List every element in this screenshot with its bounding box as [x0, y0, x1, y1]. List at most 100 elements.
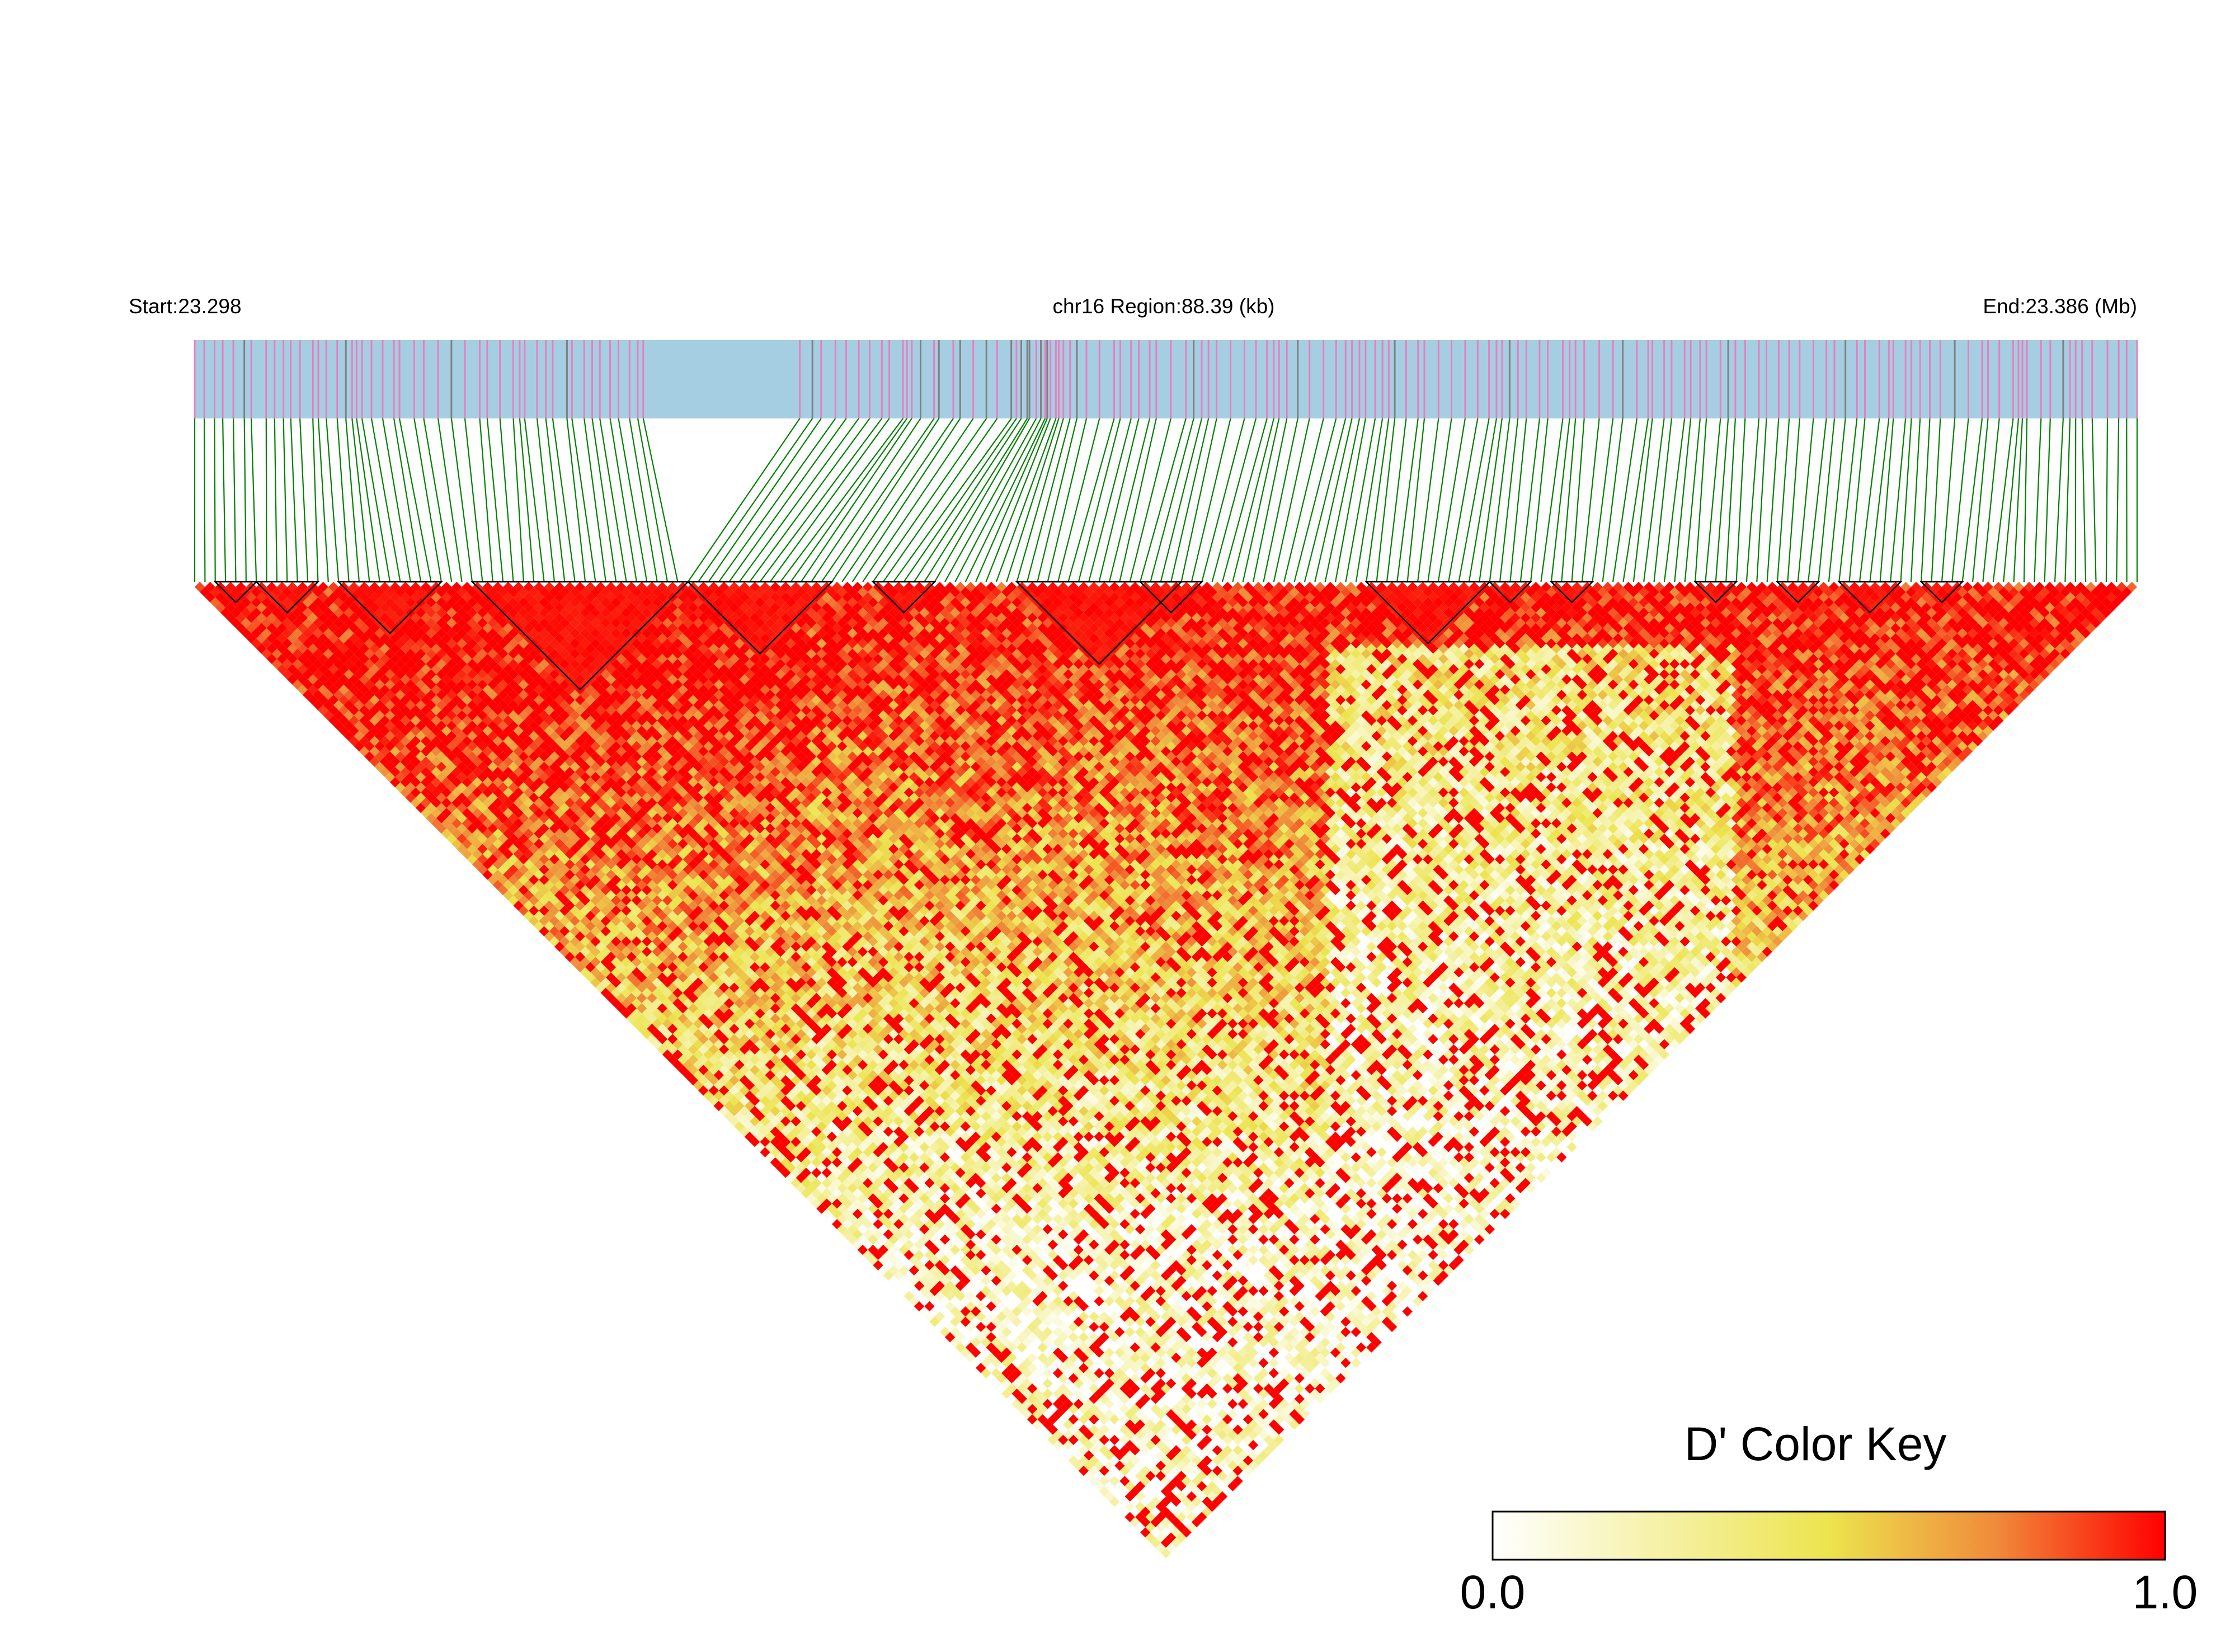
ld-cell: [492, 839, 504, 849]
ld-cell: [1052, 1378, 1064, 1389]
ld-cell: [893, 1270, 904, 1281]
ld-cell: [662, 1039, 673, 1049]
ld-cell: [662, 1049, 673, 1060]
ld-cell: [349, 726, 359, 736]
ld-cell: [544, 869, 554, 880]
ld-cell: [518, 864, 529, 875]
ld-cell: [652, 967, 662, 978]
ld-cell: [1109, 1496, 1120, 1507]
ld-cell: [765, 1152, 775, 1162]
ld-cell: [487, 834, 498, 844]
ld-cell: [883, 1208, 894, 1219]
ld-cell: [1119, 1465, 1130, 1476]
ld-cell: [405, 721, 416, 731]
ld-cell: [369, 715, 380, 726]
ld-cell: [662, 1029, 673, 1039]
snp-connector: [1705, 418, 1721, 582]
ld-cell: [873, 1239, 883, 1250]
ld-cell: [734, 1111, 745, 1122]
snp-connector: [2054, 418, 2064, 582]
snp-connector: [924, 418, 1028, 582]
ld-cell: [821, 1188, 832, 1199]
ld-cell: [384, 731, 396, 741]
ld-cell: [904, 1270, 914, 1281]
ld-cell: [760, 1137, 770, 1147]
ld-cell: [570, 905, 580, 916]
ld-cell: [791, 1147, 801, 1157]
ld-cell: [893, 1208, 904, 1219]
ld-cell: [718, 1075, 730, 1086]
ld-cell: [457, 813, 467, 823]
ld-cell: [1160, 1527, 1171, 1538]
snp-connector: [1879, 418, 1894, 582]
ld-cell: [277, 633, 288, 644]
ld-cell: [816, 1131, 827, 1142]
ld-cell: [1058, 1394, 1069, 1404]
snp-connector: [1643, 418, 1665, 582]
snp-connector: [698, 418, 813, 582]
ld-cell: [878, 1234, 888, 1245]
ld-cell: [559, 947, 570, 957]
ld-cell: [374, 700, 385, 710]
ld-cell: [847, 1193, 858, 1204]
ld-cell: [791, 1168, 801, 1178]
ld-cell: [667, 1013, 678, 1024]
ld-cell: [308, 664, 318, 675]
snp-connector: [345, 418, 360, 582]
ld-cell: [472, 839, 483, 849]
ld-cell: [595, 982, 606, 993]
ld-cell: [374, 721, 385, 731]
ld-cell: [482, 828, 493, 839]
ld-cell: [313, 628, 323, 638]
ld-cell: [1124, 1502, 1135, 1512]
ld-cell: [487, 864, 498, 875]
ld-cell: [1089, 1465, 1099, 1476]
snp-connector: [584, 418, 606, 582]
ld-cell: [1191, 1517, 1202, 1528]
snp-connector: [336, 418, 350, 582]
ld-cell: [826, 1173, 837, 1183]
ld-cell: [405, 771, 416, 783]
ld-cell: [559, 916, 570, 926]
ld-cell: [497, 864, 509, 875]
ld-cell: [1135, 1502, 1146, 1512]
ld-cell: [446, 803, 457, 813]
ld-cell: [349, 715, 359, 726]
ld-cell: [1052, 1419, 1064, 1430]
ld-cell: [529, 844, 539, 854]
ld-cell: [636, 1023, 647, 1034]
snp-connector: [1663, 418, 1686, 582]
ld-cell: [996, 1342, 1007, 1353]
ld-cell: [318, 633, 328, 644]
snp-connector: [1735, 418, 1746, 582]
ld-cell: [1094, 1419, 1104, 1430]
ld-cell: [251, 597, 262, 608]
ld-cell: [1160, 1547, 1171, 1559]
ld-cell: [1155, 1522, 1166, 1533]
ld-cell: [950, 1306, 961, 1317]
ld-cell: [1037, 1414, 1048, 1425]
ld-cell: [976, 1363, 986, 1373]
ld-cell: [369, 705, 380, 716]
ld-cell: [302, 648, 313, 659]
ld-cell: [1006, 1373, 1017, 1383]
ld-cell: [950, 1286, 961, 1296]
ld-cell: [1109, 1434, 1120, 1446]
ld-cell: [863, 1208, 873, 1219]
ld-cell: [1094, 1471, 1104, 1481]
ld-cell: [667, 1003, 678, 1014]
ld-cell: [323, 638, 333, 649]
ld-cell: [965, 1352, 976, 1363]
ld-cell: [472, 797, 483, 808]
ld-cell: [1032, 1368, 1043, 1378]
ld-cell: [636, 1003, 647, 1014]
ld-cell: [734, 1060, 745, 1070]
snp-connector: [1129, 418, 1171, 582]
ld-cell: [960, 1286, 971, 1296]
ld-cell: [785, 1152, 796, 1162]
ld-cell: [549, 916, 560, 926]
ld-cell: [313, 689, 323, 700]
ld-cell: [1160, 1507, 1171, 1517]
ld-cell: [441, 787, 452, 798]
ld-cell: [986, 1332, 996, 1343]
